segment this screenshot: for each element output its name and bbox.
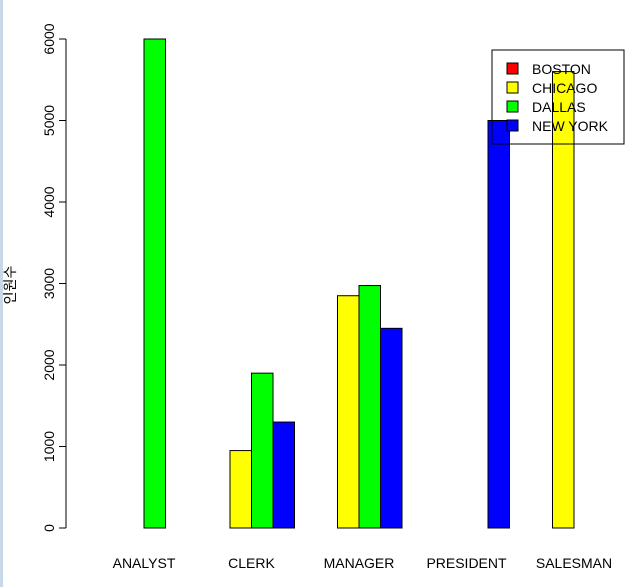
bar-analyst-dallas	[143, 38, 166, 529]
legend-swatch	[506, 62, 519, 75]
legend-swatch	[506, 81, 519, 94]
legend-label: DALLAS	[532, 99, 586, 115]
y-axis-title: 인원수	[3, 266, 19, 305]
x-tick-label: ANALYST	[113, 555, 176, 571]
bars	[143, 38, 575, 529]
y-tick-label: 3000	[41, 268, 57, 299]
bar-clerk-chicago	[229, 450, 252, 529]
legend-box	[491, 49, 625, 145]
x-axis-labels: ANALYST CLERK MANAGER PRESIDENT SALESMAN	[113, 555, 613, 571]
y-tick-label: 0	[41, 524, 57, 532]
y-tick-label: 2000	[41, 349, 57, 380]
bar-clerk-dallas	[251, 372, 274, 529]
legend-label: CHICAGO	[532, 80, 597, 96]
legend: BOSTON CHICAGO DALLAS NEW YORK	[491, 49, 625, 145]
y-axis: 0 1000 2000 3000 4000 5000 6000	[41, 23, 67, 532]
legend-swatch	[506, 119, 519, 132]
y-tick-label: 4000	[41, 186, 57, 217]
window-edge	[0, 0, 3, 587]
x-tick-label: SALESMAN	[536, 555, 612, 571]
bar-manager-dallas	[358, 285, 381, 529]
y-tick-label: 5000	[41, 105, 57, 136]
bar-manager-chicago	[337, 295, 360, 529]
legend-label: BOSTON	[532, 61, 591, 77]
legend-swatch	[506, 100, 519, 113]
bar-president-new-york	[487, 120, 510, 529]
bar-clerk-new-york	[272, 421, 295, 529]
legend-label: NEW YORK	[532, 118, 609, 134]
x-tick-label: CLERK	[228, 555, 275, 571]
bar-manager-new-york	[380, 327, 403, 529]
x-tick-label: PRESIDENT	[426, 555, 507, 571]
x-tick-label: MANAGER	[324, 555, 395, 571]
bar-salesman-chicago	[552, 71, 575, 529]
y-tick-label: 1000	[41, 431, 57, 462]
y-tick-label: 6000	[41, 23, 57, 54]
